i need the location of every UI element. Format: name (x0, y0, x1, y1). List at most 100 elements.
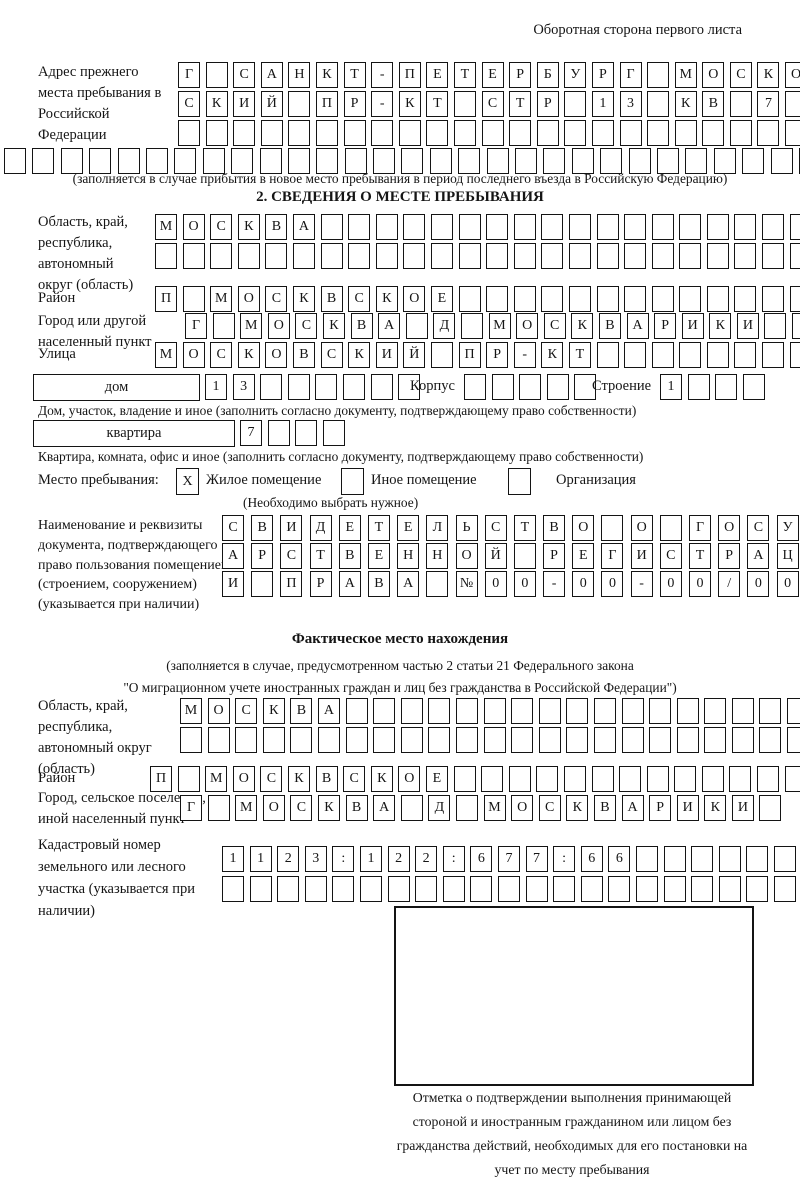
char-box (541, 214, 564, 240)
char-box (398, 120, 421, 146)
char-box (651, 243, 674, 269)
cadastral-row-2 (222, 876, 800, 902)
char-box (511, 698, 534, 724)
char-box (332, 876, 355, 902)
char-box (320, 243, 343, 269)
char-box (734, 342, 757, 368)
char-box (290, 727, 313, 753)
char-box: Т (509, 91, 532, 117)
char-box (619, 766, 642, 792)
char-box: Р (536, 91, 559, 117)
char-box (773, 846, 796, 872)
char-box (553, 876, 576, 902)
char-box (233, 120, 256, 146)
char-box (628, 148, 651, 174)
char-box (4, 148, 26, 174)
char-box: В (251, 515, 274, 541)
char-box (624, 342, 647, 368)
char-box (315, 120, 338, 146)
char-box (428, 698, 451, 724)
char-box: Е (338, 515, 361, 541)
char-box (798, 148, 800, 174)
char-box: Т (367, 515, 390, 541)
char-box (679, 214, 702, 240)
char-box (593, 698, 616, 724)
char-box: А (222, 543, 244, 569)
actual-region-label: Область, край, республика, автономный ок… (38, 698, 152, 777)
char-box (762, 342, 785, 368)
char-box: Р (718, 543, 741, 569)
char-box: Т (309, 543, 332, 569)
char-box (568, 214, 591, 240)
char-box: О (516, 313, 539, 339)
confirmation-stamp-box (394, 906, 754, 1086)
char-box (481, 120, 504, 146)
char-box (729, 766, 752, 792)
char-box (541, 286, 564, 312)
char-box (538, 698, 561, 724)
char-box (651, 342, 674, 368)
char-box: Й (403, 342, 426, 368)
char-box (117, 148, 140, 174)
char-box: О (265, 342, 288, 368)
char-box (596, 214, 619, 240)
char-box: О (455, 543, 478, 569)
previous-address-row-4 (4, 148, 800, 174)
char-box: 6 (608, 846, 631, 872)
char-box: М (155, 214, 177, 240)
char-box (359, 876, 382, 902)
char-box (515, 148, 538, 174)
char-box: К (262, 698, 285, 724)
char-box: Р (309, 571, 332, 597)
char-box: 1 (359, 846, 382, 872)
char-box: Т (453, 62, 476, 88)
char-box: К (704, 795, 727, 821)
char-box (674, 766, 697, 792)
char-box (400, 795, 423, 821)
char-box: А (747, 543, 770, 569)
char-box: Р (509, 62, 532, 88)
char-box (541, 243, 564, 269)
char-box: Д (433, 313, 456, 339)
char-box (486, 148, 509, 174)
cadastral-label: Кадастровый номер земельного или лесного… (38, 837, 195, 919)
char-box: Г (689, 515, 711, 541)
char-box: Ь (455, 515, 478, 541)
char-box (373, 698, 396, 724)
char-box: М (210, 286, 233, 312)
char-box (322, 420, 345, 446)
char-box: 1 (205, 374, 227, 400)
char-box (177, 766, 200, 792)
char-box (762, 214, 785, 240)
char-box (742, 374, 765, 400)
char-box (453, 766, 476, 792)
char-box (759, 727, 782, 753)
region-label: Область, край, республика, автономный ок… (38, 214, 134, 293)
char-box: К (398, 91, 421, 117)
char-box: С (729, 62, 752, 88)
char-box: Г (178, 62, 200, 88)
char-box (691, 876, 714, 902)
char-box: О (572, 515, 595, 541)
char-box (464, 374, 486, 400)
char-box (32, 148, 55, 174)
char-box: К (292, 286, 315, 312)
char-box (647, 62, 670, 88)
char-box: О (207, 698, 230, 724)
char-box: О (182, 342, 205, 368)
char-box: И (676, 795, 699, 821)
char-box: Р (649, 795, 672, 821)
char-box: О (267, 313, 290, 339)
char-box: Е (572, 543, 595, 569)
char-box (764, 313, 787, 339)
char-box (430, 243, 453, 269)
char-box: С (222, 515, 244, 541)
char-box (773, 876, 796, 902)
char-box (757, 766, 780, 792)
char-box (596, 243, 619, 269)
char-box (205, 120, 228, 146)
char-box (345, 727, 368, 753)
